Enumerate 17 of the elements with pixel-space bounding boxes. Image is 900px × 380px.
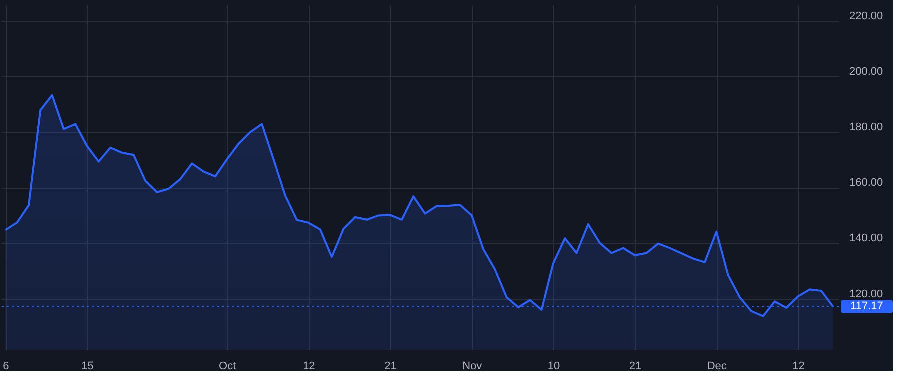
x-tick-label: Oct bbox=[219, 360, 236, 372]
x-tick-label: Dec bbox=[707, 360, 728, 372]
y-tick-label: 120.00 bbox=[850, 288, 884, 300]
x-tick-label: 21 bbox=[384, 360, 397, 372]
y-tick-label: 160.00 bbox=[850, 177, 884, 190]
y-tick-label: 200.00 bbox=[850, 66, 884, 78]
x-tick-label: 6 bbox=[3, 360, 10, 372]
y-tick-label: 220.00 bbox=[850, 10, 884, 22]
x-tick-label: 10 bbox=[548, 360, 560, 372]
x-tick-label: 21 bbox=[629, 360, 642, 372]
y-tick-label: 140.00 bbox=[850, 232, 884, 245]
x-tick-label: 12 bbox=[303, 360, 316, 372]
x-tick-label: Nov bbox=[462, 360, 483, 372]
x-tick-label: 15 bbox=[82, 360, 94, 372]
x-tick-label: 12 bbox=[792, 360, 805, 372]
ref-line-label: 117.17 bbox=[850, 300, 884, 313]
y-tick-label: 180.00 bbox=[850, 122, 884, 134]
